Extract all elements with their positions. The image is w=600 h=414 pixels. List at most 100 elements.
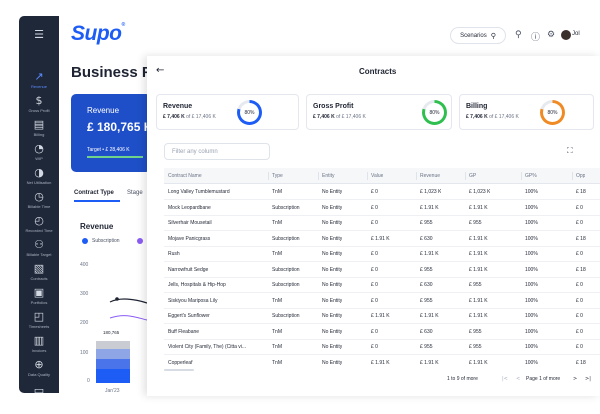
- tab-contract-type[interactable]: Contract Type: [74, 190, 114, 196]
- table-cell: £ 0: [371, 282, 378, 288]
- table-row[interactable]: Buff Fleabane TnM No Entity £ 0 £ 630 £ 955 10…: [164, 324, 600, 340]
- table-row[interactable]: Violent City (Family, The) (Citta vi... T…: [164, 339, 600, 355]
- column-resize-handle[interactable]: [521, 172, 522, 180]
- supo-logo[interactable]: Supo®: [71, 22, 125, 45]
- table-row[interactable]: Mock Leopardbane Subscription No Entity £ 0…: [164, 200, 600, 216]
- table-row[interactable]: Silverhair Mousetail TnM No Entity £ 0 £ 955…: [164, 215, 600, 231]
- table-cell: £ 0: [576, 282, 583, 288]
- column-header[interactable]: Type: [272, 173, 283, 179]
- kpi-name: Gross Profit: [313, 103, 354, 110]
- table-cell: Long Valley Tumblemustard: [168, 189, 230, 195]
- column-header[interactable]: Entity: [322, 173, 335, 179]
- sidebar-item[interactable]: ▣ Portfolios: [19, 287, 59, 306]
- kpi-progress-ring: 80%: [237, 100, 262, 125]
- horizontal-scrollbar[interactable]: [164, 369, 194, 371]
- table-row[interactable]: Rush TnM No Entity £ 0 £ 1.91 K £ 1.91 K 100% £…: [164, 246, 600, 262]
- table-cell: No Entity: [322, 220, 343, 226]
- sidebar-item[interactable]: ⚇ Billable Target: [19, 239, 59, 258]
- sidebar-item[interactable]: ◴ Recorded Time: [19, 215, 59, 234]
- expand-icon[interactable]: ⛶: [567, 146, 573, 155]
- sidebar-item[interactable]: ⊕ Data Quality: [19, 359, 59, 378]
- column-resize-handle[interactable]: [268, 172, 269, 180]
- table-cell: 100%: [525, 235, 538, 242]
- table-row[interactable]: Long Valley Tumblemustard TnM No Entity £ 0…: [164, 184, 600, 200]
- table-cell: TnM: [272, 251, 282, 257]
- table-cell: £ 1.91 K: [371, 359, 390, 366]
- table-cell: No Entity: [322, 313, 343, 319]
- sidebar-item[interactable]: $ Gross Profit: [19, 95, 59, 114]
- sidebar-item-label: Billable Time: [27, 204, 51, 209]
- gear-icon[interactable]: ⚙: [547, 30, 556, 40]
- kpi-percent: 80%: [425, 103, 444, 122]
- column-header[interactable]: Value: [371, 173, 384, 179]
- table-row[interactable]: Narrowfruit Sedge Subscription No Entity £ …: [164, 262, 600, 278]
- column-header[interactable]: Revenue: [420, 173, 441, 179]
- table-row[interactable]: Eggert's Sunflower Subscription No Entity £…: [164, 308, 600, 324]
- sidebar-item[interactable]: ↗ Revenue: [19, 71, 59, 90]
- revenue-card[interactable]: Revenue £ 180,765 K Target • £ 28,406 K: [71, 94, 152, 172]
- table-cell: £ 0: [576, 297, 583, 304]
- hamburger-icon[interactable]: ☰: [34, 28, 44, 41]
- table-cell: £ 0: [576, 328, 583, 335]
- column-header[interactable]: Opp: [576, 173, 586, 179]
- table-row[interactable]: Jells, Hospitals & Hip-Hop Subscription No…: [164, 277, 600, 293]
- sidebar-item[interactable]: ▧ Contracts: [19, 263, 59, 282]
- sidebar-item[interactable]: ▤ Billing: [19, 119, 59, 138]
- table-cell: Mojave Panicgrass: [168, 235, 211, 242]
- column-resize-handle[interactable]: [318, 172, 319, 180]
- table-row[interactable]: Mojave Panicgrass Subscription No Entity £ …: [164, 231, 600, 247]
- avatar[interactable]: [561, 30, 571, 40]
- kpi-card[interactable]: Billing £ 7,406 K of £ 17,406 K 80%: [459, 94, 594, 130]
- pager-range: 1 to 9 of more: [447, 376, 478, 382]
- column-resize-handle[interactable]: [572, 172, 573, 180]
- table-cell: £ 1.91 K: [371, 313, 390, 319]
- table-cell: £ 1.91 K: [420, 204, 439, 211]
- tab-stage[interactable]: Stage: [127, 190, 143, 196]
- timesheet-icon: ◰: [33, 310, 45, 323]
- last-page-button[interactable]: >|: [585, 376, 591, 382]
- sidebar-item[interactable]: ◰ Timesheets: [19, 310, 59, 330]
- kpi-card[interactable]: Gross Profit £ 7,406 K of £ 17,406 K 80%: [306, 94, 452, 130]
- contracts-table: Contract Name Type Entity Value Revenue GP GP%…: [164, 168, 600, 366]
- table-cell: £ 0: [576, 251, 583, 257]
- table-cell: £ 630: [420, 235, 433, 242]
- scenarios-button[interactable]: Scenarios ⚲: [450, 27, 506, 44]
- table-cell: TnM: [272, 189, 282, 195]
- sidebar-item[interactable]: ▥ Invoices: [19, 335, 59, 354]
- kpi-value: £ 7,406 K of £ 17,406 K: [466, 114, 519, 120]
- first-page-button[interactable]: |<: [502, 376, 508, 382]
- sidebar-item[interactable]: ◑ Net Utilisation: [19, 167, 59, 186]
- table-cell: Mock Leopardbane: [168, 204, 211, 211]
- prev-page-button[interactable]: <: [516, 376, 521, 382]
- sidebar-item[interactable]: ▭: [19, 385, 59, 394]
- table-row[interactable]: Siskiyou Mariposa Lily TnM No Entity £ 0 £ 9…: [164, 293, 600, 309]
- table-cell: £ 0: [371, 251, 378, 257]
- sidebar-item[interactable]: ◷ Billable Time: [19, 191, 59, 210]
- table-cell: £ 0: [371, 204, 378, 211]
- table-row[interactable]: Copperleaf TnM No Entity £ 1.91 K £ 1.91 K £ …: [164, 355, 600, 367]
- column-header[interactable]: Contract Name: [168, 173, 202, 179]
- column-resize-handle[interactable]: [367, 172, 368, 180]
- kpi-name: Billing: [466, 103, 488, 110]
- column-resize-handle[interactable]: [416, 172, 417, 180]
- table-cell: TnM: [272, 344, 282, 350]
- target-progress-bar: [87, 156, 143, 158]
- search-icon[interactable]: ⚲: [515, 30, 522, 40]
- table-cell: Siskiyou Mariposa Lily: [168, 297, 218, 304]
- help-icon[interactable]: ⓘ: [531, 33, 541, 43]
- filter-input[interactable]: Filter any column: [164, 143, 270, 160]
- next-page-button[interactable]: >: [573, 376, 578, 382]
- sidebar-item-label: Revenue: [30, 84, 47, 89]
- table-cell: £ 0: [371, 266, 378, 273]
- back-arrow-icon[interactable]: ←: [156, 65, 165, 76]
- column-resize-handle[interactable]: [465, 172, 466, 180]
- menu-toggle[interactable]: ☰: [19, 29, 59, 41]
- sidebar: ☰ ↗ Revenue $ Gross Profit ▤ Billing ◔ WIP ◑ Net …: [19, 16, 59, 393]
- kpi-value: £ 7,406 K of £ 17,406 K: [313, 114, 366, 120]
- column-header[interactable]: GP: [469, 173, 477, 179]
- column-header[interactable]: GP%: [525, 173, 537, 179]
- sidebar-item[interactable]: ◔ WIP: [19, 143, 59, 162]
- table-cell: Subscription: [272, 282, 300, 288]
- user-name[interactable]: Jol: [572, 31, 580, 37]
- kpi-card[interactable]: Revenue £ 7,406 K of £ 17,406 K 80%: [156, 94, 299, 130]
